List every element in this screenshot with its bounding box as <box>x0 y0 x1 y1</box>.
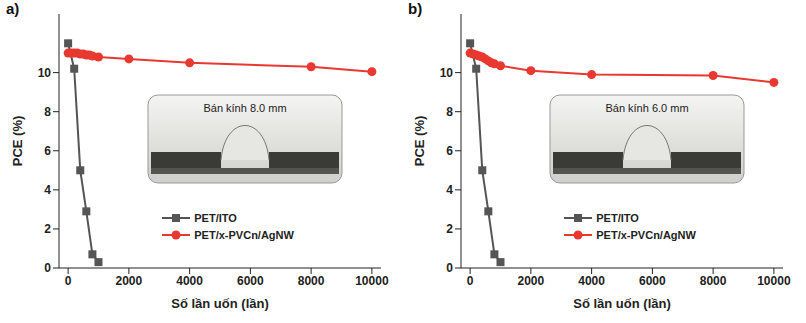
svg-text:10000: 10000 <box>757 274 791 288</box>
svg-text:10: 10 <box>38 66 52 80</box>
svg-text:0: 0 <box>467 274 474 288</box>
svg-text:2: 2 <box>446 222 453 236</box>
svg-text:Số lần uốn (lần): Số lần uốn (lần) <box>171 296 269 311</box>
html-text:PET/ITO: PET/ITO <box>194 211 237 224</box>
svg-text:Số lần uốn (lần): Số lần uốn (lần) <box>573 296 671 311</box>
svg-text:0: 0 <box>44 261 51 275</box>
svg-text:6: 6 <box>44 144 51 158</box>
svg-text:2000: 2000 <box>518 274 545 288</box>
svg-text:PCE (%): PCE (%) <box>10 116 25 167</box>
svg-text:10000: 10000 <box>355 274 389 288</box>
svg-text:8000: 8000 <box>298 274 325 288</box>
svg-text:Bán kính 6.0 mm: Bán kính 6.0 mm <box>606 102 689 114</box>
svg-text:6000: 6000 <box>639 274 666 288</box>
svg-text:6000: 6000 <box>237 274 264 288</box>
svg-text:Bán kính 8.0 mm: Bán kính 8.0 mm <box>204 102 287 114</box>
html-text:b): b) <box>408 0 423 17</box>
svg-text:8: 8 <box>446 105 453 119</box>
svg-text:10: 10 <box>440 66 454 80</box>
svg-text:2000: 2000 <box>116 274 143 288</box>
svg-text:4: 4 <box>446 183 453 197</box>
html-text:PET/ITO: PET/ITO <box>596 211 639 224</box>
svg-text:4000: 4000 <box>578 274 605 288</box>
svg-text:PCE (%): PCE (%) <box>412 116 427 167</box>
svg-text:4: 4 <box>44 183 51 197</box>
svg-text:8000: 8000 <box>700 274 727 288</box>
svg-text:0: 0 <box>65 274 72 288</box>
svg-text:0: 0 <box>446 261 453 275</box>
html-text:PET/x-PVCn/AgNW: PET/x-PVCn/AgNW <box>194 228 294 241</box>
html-text:PET/x-PVCn/AgNW: PET/x-PVCn/AgNW <box>596 228 696 241</box>
svg-text:8: 8 <box>44 105 51 119</box>
svg-text:2: 2 <box>44 222 51 236</box>
html-text:a): a) <box>6 0 20 17</box>
svg-text:4000: 4000 <box>176 274 203 288</box>
svg-text:6: 6 <box>446 144 453 158</box>
